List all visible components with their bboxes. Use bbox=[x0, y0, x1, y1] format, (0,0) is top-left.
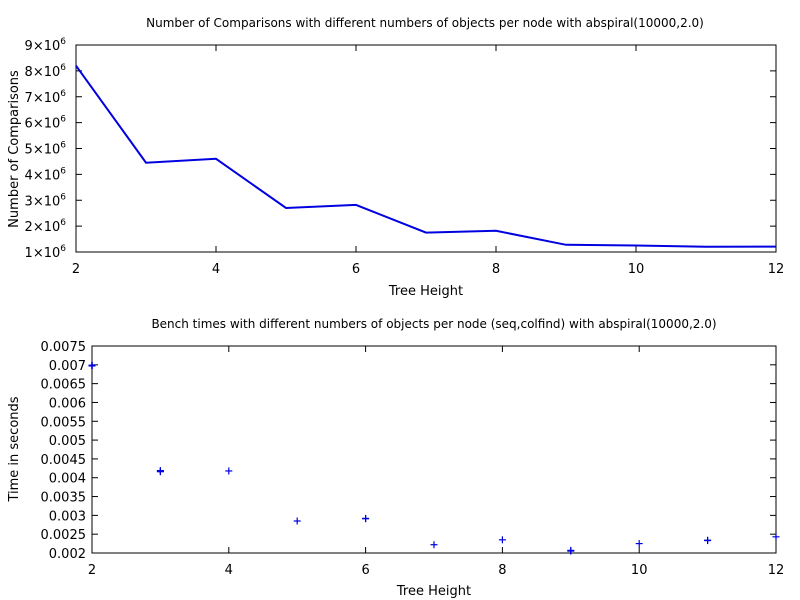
bench-times-series bbox=[88, 361, 780, 555]
comparisons-x-axis-label: Tree Height bbox=[388, 284, 463, 299]
bench-times-y-tick-label: 0.006 bbox=[49, 396, 86, 411]
comparisons-y-tick-label: 3×106 bbox=[25, 192, 67, 209]
bench-times-data-point bbox=[362, 515, 370, 523]
bench-times-y-tick-label: 0.002 bbox=[49, 547, 86, 562]
bench-times-data-point bbox=[430, 541, 438, 549]
comparisons-y-tick-label: 9×106 bbox=[25, 37, 67, 54]
bench-times-data-point bbox=[635, 540, 643, 548]
bench-times-chart-title: Bench times with different numbers of ob… bbox=[151, 317, 716, 331]
comparisons-y-tick-label: 6×106 bbox=[25, 115, 67, 132]
bench-times-y-tick-label: 0.0065 bbox=[41, 378, 87, 393]
comparisons-chart: Number of Comparisons with different num… bbox=[7, 16, 784, 299]
bench-times-y-axis: 0.002 0.0025 0.003 0.0035 0.004 0.0045 0.005 0.… bbox=[41, 340, 776, 562]
comparisons-y-axis: 1×106 2×106 3×106 4×106 5×106 6×106 7×106 8×106… bbox=[25, 37, 776, 261]
comparisons-y-tick-label: 4×106 bbox=[25, 166, 67, 183]
bench-times-x-tick-label: 6 bbox=[361, 563, 369, 578]
bench-times-y-tick-label: 0.007 bbox=[49, 359, 86, 374]
comparisons-x-tick-label: 10 bbox=[628, 262, 645, 277]
comparisons-y-tick-label: 8×106 bbox=[25, 63, 67, 80]
bench-times-plot-frame bbox=[91, 345, 777, 554]
bench-times-x-tick-label: 10 bbox=[631, 563, 648, 578]
bench-times-y-tick-label: 0.0045 bbox=[41, 453, 87, 468]
bench-times-y-tick-label: 0.003 bbox=[49, 509, 86, 524]
comparisons-x-tick-label: 6 bbox=[352, 262, 360, 277]
bench-times-data-point bbox=[88, 362, 96, 370]
comparisons-y-axis-label: Number of Comparisons bbox=[7, 70, 22, 228]
comparisons-plot-frame bbox=[75, 44, 777, 253]
bench-times-x-tick-label: 8 bbox=[498, 563, 506, 578]
bench-times-data-point bbox=[156, 467, 164, 475]
comparisons-x-tick-label: 4 bbox=[212, 262, 220, 277]
bench-times-data-point bbox=[293, 517, 301, 525]
bench-times-chart: Bench times with different numbers of ob… bbox=[7, 317, 784, 599]
comparisons-x-tick-label: 12 bbox=[768, 262, 785, 277]
bench-times-x-tick-label: 4 bbox=[225, 563, 233, 578]
bench-times-x-axis: 2 4 6 8 10 12 bbox=[88, 346, 784, 578]
bench-times-x-tick-label: 12 bbox=[768, 563, 785, 578]
comparisons-x-tick-label: 2 bbox=[72, 262, 80, 277]
comparisons-x-tick-label: 8 bbox=[492, 262, 500, 277]
bench-times-y-tick-label: 0.004 bbox=[49, 472, 86, 487]
bench-times-y-tick-label: 0.0055 bbox=[41, 415, 87, 430]
bench-times-y-axis-label: Time in seconds bbox=[7, 396, 22, 502]
bench-times-data-point bbox=[772, 533, 780, 541]
comparisons-chart-title: Number of Comparisons with different num… bbox=[146, 16, 704, 30]
bench-times-y-tick-label: 0.0075 bbox=[41, 340, 87, 355]
bench-times-x-axis-label: Tree Height bbox=[396, 584, 471, 599]
bench-times-y-tick-label: 0.0025 bbox=[41, 528, 87, 543]
bench-times-data-point bbox=[704, 537, 712, 545]
comparisons-y-tick-label: 1×106 bbox=[25, 244, 67, 261]
comparisons-y-tick-label: 7×106 bbox=[25, 89, 67, 106]
bench-times-data-point bbox=[498, 536, 506, 544]
comparisons-x-axis: 2 4 6 8 10 12 bbox=[72, 45, 784, 277]
bench-times-y-tick-label: 0.0035 bbox=[41, 491, 87, 506]
bench-times-y-tick-label: 0.005 bbox=[49, 434, 86, 449]
comparisons-y-tick-label: 5×106 bbox=[25, 141, 67, 158]
bench-times-data-point bbox=[225, 467, 233, 475]
bench-times-data-point bbox=[567, 547, 575, 555]
comparisons-y-tick-label: 2×106 bbox=[25, 218, 67, 235]
comparisons-series-line bbox=[75, 65, 777, 248]
bench-times-x-tick-label: 2 bbox=[88, 563, 96, 578]
